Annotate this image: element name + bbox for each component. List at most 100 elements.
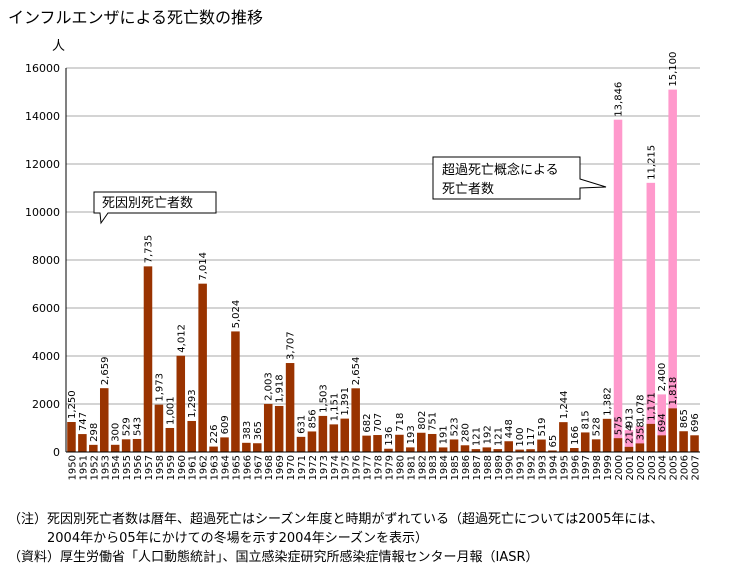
cause-bar [143, 266, 153, 452]
cause-bar [274, 405, 284, 452]
cause-value-label: 191 [439, 425, 450, 444]
cause-bar [416, 432, 426, 452]
y-tick-label: 8000 [32, 254, 60, 267]
cause-bar [296, 436, 306, 452]
cause-value-label: 7,014 [198, 252, 209, 281]
cause-bar [220, 437, 229, 452]
cause-bar [548, 450, 557, 452]
cause-bar [110, 444, 120, 452]
cause-value-label: 117 [526, 427, 537, 446]
cause-value-label: 751 [428, 412, 439, 431]
y-tick-label: 16000 [25, 62, 60, 75]
cause-bar [78, 434, 87, 452]
y-tick-label: 0 [53, 446, 60, 459]
cause-value-label: 193 [406, 425, 417, 444]
cause-value-label: 1,250 [67, 390, 78, 419]
x-tick-label: 1972 [308, 455, 319, 480]
cause-bar [635, 443, 645, 452]
cause-value-label: 718 [395, 413, 406, 432]
cause-bar [351, 388, 360, 452]
cause-value-label: 1,973 [154, 373, 165, 402]
cause-bar [285, 363, 295, 452]
cause-value-label: 815 [581, 410, 592, 429]
cause-value-label: 192 [482, 425, 493, 444]
cause-value-label: 300 [111, 423, 122, 442]
cause-bar [624, 446, 634, 452]
cause-bar [580, 432, 590, 452]
cause-value-label: 5,024 [231, 300, 242, 329]
x-tick-label: 1958 [155, 455, 166, 480]
cause-bar [121, 439, 131, 452]
cause-bar [591, 439, 601, 452]
excess-bar [624, 430, 634, 452]
cause-bar [493, 449, 503, 452]
note-line-2: 2004年から05年にかけての冬場を示す2004年シーズンを表示） [8, 531, 429, 546]
x-tick-label: 1950 [67, 455, 78, 480]
cause-value-label: 1,151 [329, 393, 340, 422]
source-line: （資料）厚生労働省「人口動態統計」、国立感染症研究所感染症情報センター月報（IA… [8, 550, 539, 565]
x-tick-label: 1980 [395, 455, 406, 480]
callout-excess-label-1: 超過死亡概念による [442, 162, 559, 178]
excess-value-label: 913 [624, 408, 635, 427]
cause-value-label: 365 [253, 421, 264, 440]
y-tick-label: 2000 [32, 398, 60, 411]
cause-value-label: 121 [493, 427, 504, 446]
cause-value-label: 298 [89, 423, 100, 442]
cause-value-label: 519 [537, 417, 548, 436]
cause-bar [362, 435, 371, 452]
excess-bar [613, 119, 623, 453]
x-tick-label: 2002 [636, 455, 647, 480]
cause-value-label: 856 [307, 409, 318, 428]
note-line-1: （注）死因別死亡者数は暦年、超過死亡はシーズン年度と時期がずれている（超過死亡に… [8, 512, 664, 527]
x-tick-label: 1993 [538, 455, 549, 480]
excess-bar [668, 89, 677, 452]
x-tick-label: 1984 [439, 455, 450, 480]
cause-bar [690, 435, 699, 452]
cause-bar [570, 448, 579, 452]
cause-bar [515, 449, 524, 452]
cause-bar [384, 448, 393, 452]
cause-value-label: 865 [679, 409, 690, 428]
excess-value-label: 1,078 [635, 394, 646, 423]
cause-value-label: 1,818 [668, 377, 679, 406]
cause-bar [646, 423, 656, 452]
x-tick-label: 1970 [286, 455, 297, 480]
x-tick-label: 2000 [614, 455, 625, 480]
cause-value-label: 523 [450, 417, 461, 436]
cause-bar [263, 403, 273, 452]
x-tick-label: 1994 [548, 455, 559, 480]
cause-bar [559, 422, 568, 452]
x-tick-label: 1968 [264, 455, 275, 480]
cause-value-label: 2,659 [100, 357, 111, 386]
notes: （注）死因別死亡者数は暦年、超過死亡はシーズン年度と時期がずれている（超過死亡に… [8, 510, 663, 567]
y-tick-label: 10000 [25, 206, 60, 219]
y-tick-label: 14000 [25, 110, 60, 123]
cause-bar [438, 447, 448, 452]
x-tick-label: 1959 [166, 455, 177, 480]
cause-bar [67, 422, 76, 452]
cause-value-label: 100 [515, 428, 526, 447]
x-tick-label: 1961 [188, 455, 199, 480]
excess-bar [646, 182, 656, 452]
x-tick-label: 1955 [122, 455, 133, 480]
cause-bar [340, 418, 350, 452]
x-tick-label: 2004 [658, 455, 669, 480]
x-tick-label: 1995 [559, 455, 570, 480]
x-tick-label: 1983 [428, 455, 439, 480]
cause-bar [613, 438, 623, 452]
cause-bar [99, 388, 109, 452]
cause-value-label: 358 [635, 421, 646, 440]
x-tick-label: 1978 [374, 455, 385, 480]
x-tick-label: 1956 [133, 455, 144, 480]
x-tick-label: 2006 [680, 455, 691, 480]
cause-value-label: 1,001 [165, 396, 176, 425]
cause-bar [504, 441, 513, 452]
x-tick-label: 1999 [603, 455, 614, 480]
cause-bar [427, 433, 437, 452]
cause-bar [198, 283, 207, 452]
cause-bar [329, 424, 339, 452]
x-tick-label: 1975 [341, 455, 352, 480]
chart-title: インフルエンザによる死亡数の推移 [8, 8, 264, 27]
x-tick-label: 1981 [406, 455, 417, 480]
y-tick-label: 4000 [32, 350, 60, 363]
